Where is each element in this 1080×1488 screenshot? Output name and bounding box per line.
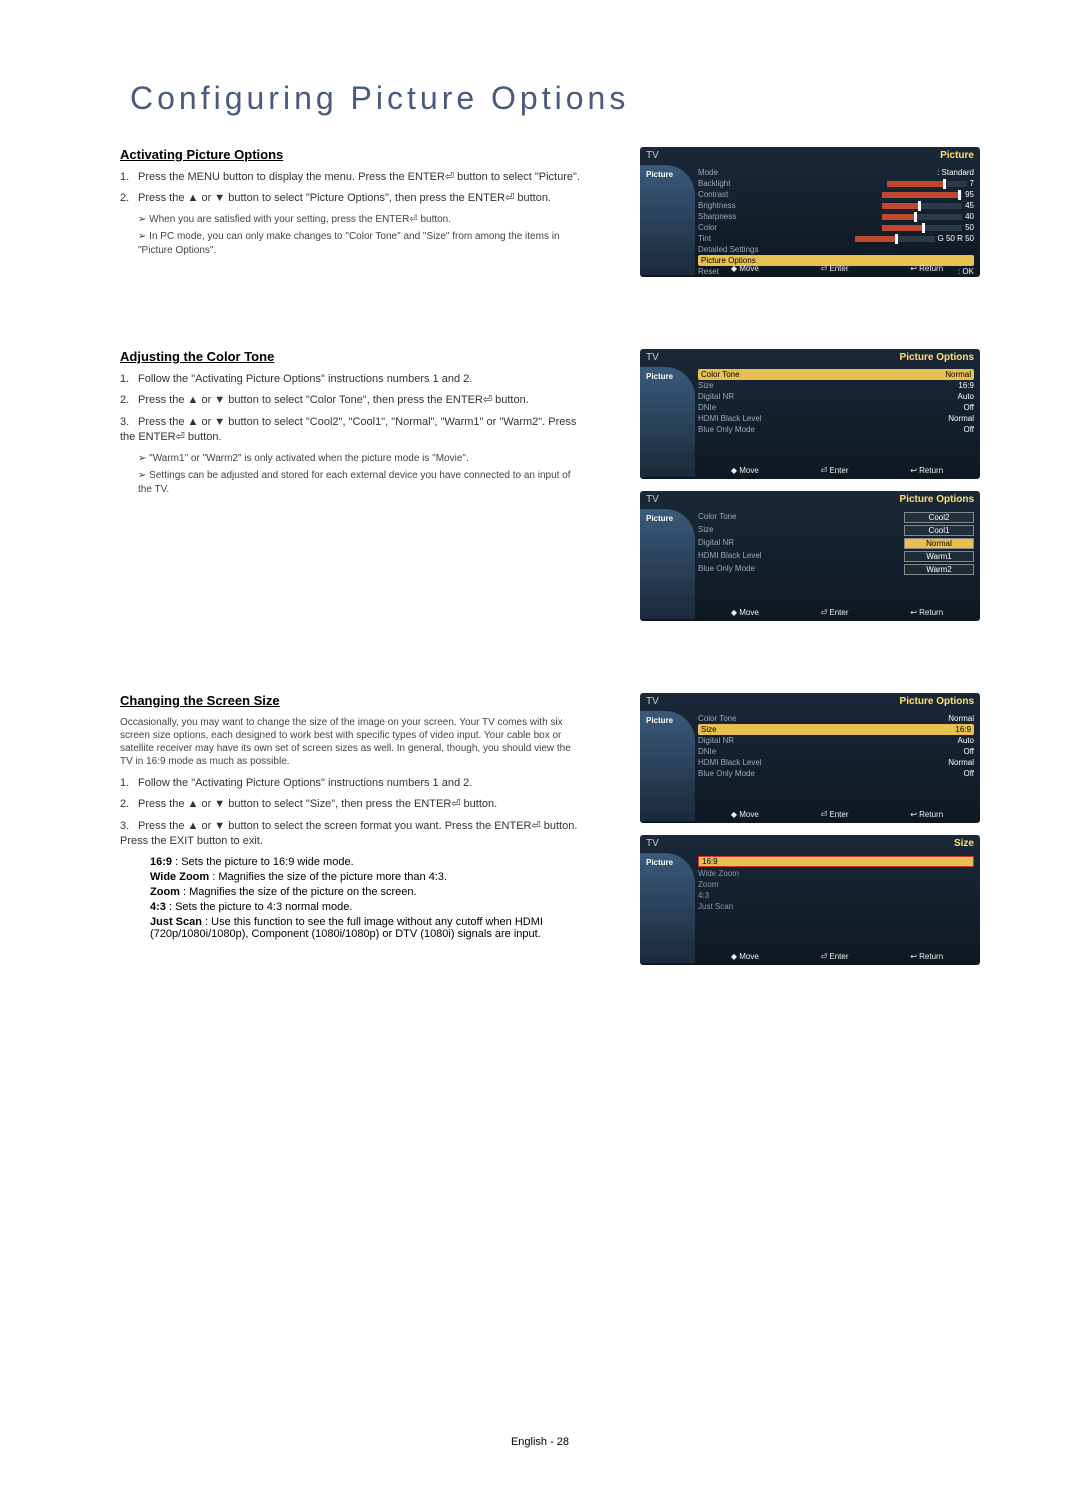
panel-row: Digital NRAuto bbox=[698, 391, 974, 402]
color-tone-heading: Adjusting the Color Tone bbox=[120, 349, 580, 364]
page-footer: English - 28 bbox=[0, 1436, 1080, 1448]
tv-title: Picture Options bbox=[900, 494, 974, 505]
sidebar-label: Picture bbox=[646, 858, 673, 867]
footer-return: ↩ Return bbox=[910, 264, 943, 273]
size-description: 16:9 : Sets the picture to 16:9 wide mod… bbox=[150, 856, 580, 868]
footer-return: ↩ Return bbox=[910, 608, 943, 617]
note: When you are satisfied with your setting… bbox=[138, 213, 580, 227]
picture-options-panel-3: TV Picture Options Picture Color ToneNor… bbox=[640, 693, 980, 823]
panel-row: Size16:9 bbox=[698, 724, 974, 735]
footer-enter: ⏎ Enter bbox=[820, 608, 848, 617]
panel-row: Brightness45 bbox=[698, 200, 974, 211]
footer-enter: ⏎ Enter bbox=[820, 952, 848, 961]
tv-corner: TV bbox=[646, 494, 659, 505]
screen-size-heading: Changing the Screen Size bbox=[120, 693, 580, 708]
footer-enter: ⏎ Enter bbox=[820, 264, 848, 273]
panel-row: TintG 50 R 50 bbox=[698, 233, 974, 244]
tv-corner: TV bbox=[646, 838, 659, 849]
footer-move: ◆ Move bbox=[731, 810, 759, 819]
step: 3.Press the ▲ or ▼ button to select the … bbox=[120, 819, 580, 850]
tv-corner: TV bbox=[646, 352, 659, 363]
footer-move: ◆ Move bbox=[731, 608, 759, 617]
sidebar-label: Picture bbox=[646, 170, 673, 179]
picture-main-panel: TV Picture Picture Mode: StandardBacklig… bbox=[640, 147, 980, 277]
panel-row: Color ToneCool2 bbox=[698, 511, 974, 524]
size-description: Wide Zoom : Magnifies the size of the pi… bbox=[150, 871, 580, 883]
tv-title: Picture Options bbox=[900, 352, 974, 363]
picture-options-panel-1: TV Picture Options Picture Color ToneNor… bbox=[640, 349, 980, 479]
panel-row: Size16:9 bbox=[698, 380, 974, 391]
size-description: 4:3 : Sets the picture to 4:3 normal mod… bbox=[150, 901, 580, 913]
panel-row: Blue Only ModeOff bbox=[698, 424, 974, 435]
panel-row: HDMI Black LevelWarm1 bbox=[698, 550, 974, 563]
size-option: Wide Zoom bbox=[698, 868, 974, 879]
panel-row: HDMI Black LevelNormal bbox=[698, 413, 974, 424]
size-option: 4:3 bbox=[698, 890, 974, 901]
step: 3.Press the ▲ or ▼ button to select "Coo… bbox=[120, 415, 580, 446]
footer-enter: ⏎ Enter bbox=[820, 810, 848, 819]
note: "Warm1" or "Warm2" is only activated whe… bbox=[138, 452, 580, 466]
footer-return: ↩ Return bbox=[910, 810, 943, 819]
footer-return: ↩ Return bbox=[910, 466, 943, 475]
tv-corner: TV bbox=[646, 150, 659, 161]
panel-row: DNIeOff bbox=[698, 746, 974, 757]
picture-options-panel-2: TV Picture Options Picture Color ToneCoo… bbox=[640, 491, 980, 621]
panel-row: Sharpness40 bbox=[698, 211, 974, 222]
panel-row: Contrast95 bbox=[698, 189, 974, 200]
page-title: Configuring Picture Options bbox=[130, 80, 960, 117]
tv-title: Picture bbox=[940, 150, 974, 161]
size-description: Zoom : Magnifies the size of the picture… bbox=[150, 886, 580, 898]
footer-return: ↩ Return bbox=[910, 952, 943, 961]
size-option: Zoom bbox=[698, 879, 974, 890]
panel-row: Color ToneNormal bbox=[698, 369, 974, 380]
panel-row: Blue Only ModeWarm2 bbox=[698, 563, 974, 576]
size-description: Just Scan : Use this function to see the… bbox=[150, 916, 580, 940]
step: 2.Press the ▲ or ▼ button to select "Col… bbox=[120, 393, 580, 408]
footer-move: ◆ Move bbox=[731, 264, 759, 273]
panel-row: Color50 bbox=[698, 222, 974, 233]
tv-title: Size bbox=[954, 838, 974, 849]
sidebar-label: Picture bbox=[646, 716, 673, 725]
panel-row: DNIeOff bbox=[698, 402, 974, 413]
step: 2.Press the ▲ or ▼ button to select "Siz… bbox=[120, 797, 580, 812]
footer-enter: ⏎ Enter bbox=[820, 466, 848, 475]
step: 2.Press the ▲ or ▼ button to select "Pic… bbox=[120, 191, 580, 206]
panel-row: Digital NRAuto bbox=[698, 735, 974, 746]
panel-row: Color ToneNormal bbox=[698, 713, 974, 724]
sidebar-label: Picture bbox=[646, 514, 673, 523]
footer-move: ◆ Move bbox=[731, 466, 759, 475]
panel-row: Backlight7 bbox=[698, 178, 974, 189]
size-option: 16:9 bbox=[698, 855, 974, 868]
panel-row: Mode: Standard bbox=[698, 167, 974, 178]
step: 1.Follow the "Activating Picture Options… bbox=[120, 776, 580, 791]
step: 1.Press the MENU button to display the m… bbox=[120, 170, 580, 185]
size-option: Just Scan bbox=[698, 901, 974, 912]
step: 1.Follow the "Activating Picture Options… bbox=[120, 372, 580, 387]
tv-title: Picture Options bbox=[900, 696, 974, 707]
footer-move: ◆ Move bbox=[731, 952, 759, 961]
sidebar-label: Picture bbox=[646, 372, 673, 381]
screen-size-intro: Occasionally, you may want to change the… bbox=[120, 716, 580, 768]
panel-row: Blue Only ModeOff bbox=[698, 768, 974, 779]
panel-row: Digital NRNormal bbox=[698, 537, 974, 550]
size-panel: TV Size Picture 16:9Wide ZoomZoom4:3Just… bbox=[640, 835, 980, 965]
activating-heading: Activating Picture Options bbox=[120, 147, 580, 162]
note: Settings can be adjusted and stored for … bbox=[138, 469, 580, 497]
panel-row: SizeCool1 bbox=[698, 524, 974, 537]
tv-corner: TV bbox=[646, 696, 659, 707]
panel-row: HDMI Black LevelNormal bbox=[698, 757, 974, 768]
note: In PC mode, you can only make changes to… bbox=[138, 230, 580, 258]
panel-row: Detailed Settings bbox=[698, 244, 974, 255]
